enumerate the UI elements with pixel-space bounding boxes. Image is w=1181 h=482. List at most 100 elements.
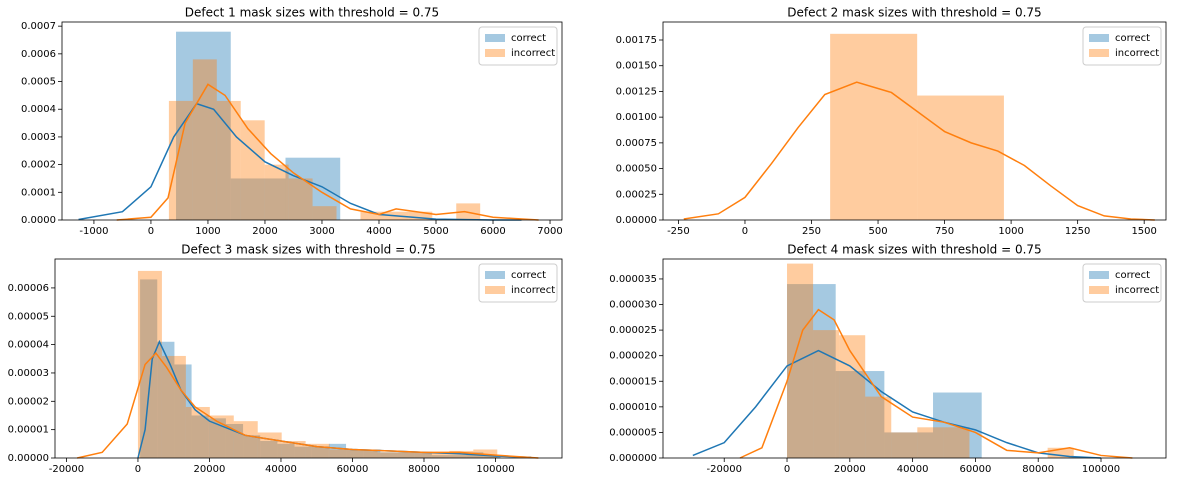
- kde-line: [692, 349, 1102, 459]
- hist-bar: [216, 100, 241, 220]
- legend-box: [478, 263, 558, 303]
- hist-bar: [192, 59, 217, 221]
- y-tick-label: 0.000015: [609, 376, 657, 387]
- x-tick-label: 2000: [252, 226, 277, 237]
- kde-line: [116, 83, 539, 221]
- hist-bar: [401, 452, 426, 458]
- y-tick-label: 0.0004: [21, 104, 56, 115]
- hist-bar: [449, 455, 467, 458]
- legend-swatch: [1089, 49, 1109, 57]
- hist-bar: [208, 418, 226, 458]
- kde-line: [78, 102, 522, 221]
- subplot: Defect 4 mask sizes with threshold = 0.7…: [609, 243, 1167, 475]
- y-tick-label: 0.00050: [616, 164, 657, 175]
- hist-bar: [408, 211, 433, 220]
- y-tick-label: 0.00000: [8, 453, 49, 464]
- legend-swatch: [485, 271, 505, 279]
- hist-bar: [891, 432, 918, 458]
- subplot: Defect 1 mask sizes with threshold = 0.7…: [21, 6, 563, 238]
- hist-bar: [285, 157, 341, 220]
- hist-bar: [943, 427, 970, 458]
- hist-bar: [830, 33, 918, 221]
- chart-title: Defect 2 mask sizes with threshold = 0.7…: [787, 6, 1041, 20]
- subplot: Defect 2 mask sizes with threshold = 0.7…: [616, 6, 1167, 237]
- x-tick-label: 60000: [960, 464, 992, 475]
- hist-bar: [161, 355, 186, 458]
- hist-bar: [346, 449, 364, 458]
- x-tick-label: 60000: [337, 464, 369, 475]
- legend-label: correct: [511, 270, 546, 281]
- hist-bar: [288, 178, 313, 220]
- y-tick-label: 0.00000: [616, 215, 657, 226]
- hist-bar: [264, 164, 289, 220]
- hist-bar: [813, 330, 840, 458]
- y-tick-label: 0.000025: [609, 325, 657, 336]
- x-tick-label: 40000: [897, 464, 929, 475]
- hist-bar: [185, 406, 210, 458]
- hist-bar: [377, 452, 402, 458]
- plot-area: [78, 31, 539, 221]
- y-tick-label: 0.00001: [8, 425, 49, 436]
- x-tick-label: -250: [667, 226, 690, 237]
- x-tick-label: 4000: [366, 226, 391, 237]
- hist-bar: [483, 455, 501, 458]
- hist-bar: [209, 415, 234, 458]
- hist-bar: [360, 211, 385, 220]
- hist-bar: [865, 396, 892, 458]
- x-tick-label: 3000: [309, 226, 334, 237]
- y-tick-label: 0.0005: [21, 77, 56, 88]
- y-tick-label: 0.000005: [609, 427, 657, 438]
- x-tick-label: 750: [935, 226, 954, 237]
- y-tick-label: 0.00125: [616, 86, 657, 97]
- y-tick-label: 0.00002: [8, 396, 49, 407]
- legend-label: incorrect: [1115, 48, 1159, 59]
- hist-bar: [431, 455, 450, 458]
- chart-title: Defect 1 mask sizes with threshold = 0.7…: [185, 6, 439, 20]
- axes-frame: [61, 21, 563, 221]
- hist-bar: [243, 435, 261, 458]
- hist-bar: [329, 449, 354, 458]
- y-tick-label: 0.000000: [609, 453, 657, 464]
- x-tick-label: 80000: [1022, 464, 1054, 475]
- legend-label: incorrect: [511, 48, 555, 59]
- subplot: Defect 3 mask sizes with threshold = 0.7…: [8, 243, 563, 475]
- hist-bar: [140, 279, 158, 458]
- axes-frame: [662, 258, 1167, 459]
- y-tick-label: 0.00003: [8, 368, 49, 379]
- x-tick-label: -20000: [707, 464, 742, 475]
- hist-bar: [425, 452, 450, 458]
- hist-bar: [281, 440, 306, 458]
- x-tick-label: 250: [802, 226, 821, 237]
- kde-line: [77, 351, 539, 459]
- hist-bar: [380, 452, 398, 458]
- hist-bar: [1047, 447, 1074, 458]
- legend-box: [1082, 263, 1162, 303]
- hist-bar: [363, 449, 381, 458]
- axes-frame: [54, 258, 563, 459]
- x-tick-label: 1250: [1065, 226, 1090, 237]
- hist-bar: [787, 263, 814, 458]
- x-tick-label: 0: [784, 464, 790, 475]
- y-tick-label: 0.000030: [609, 300, 657, 311]
- hist-bar: [397, 452, 415, 458]
- y-tick-label: 0.00006: [8, 283, 49, 294]
- legend-box: [1082, 26, 1162, 66]
- hist-bar: [230, 178, 286, 220]
- y-tick-label: 0.000035: [609, 274, 657, 285]
- y-tick-label: 0.0003: [21, 132, 56, 143]
- x-tick-label: 20000: [834, 464, 866, 475]
- hist-bar: [157, 341, 175, 458]
- legend-label: correct: [1115, 33, 1150, 44]
- y-tick-label: 0.0006: [21, 49, 56, 60]
- legend-label: correct: [1115, 270, 1150, 281]
- chart-title: Defect 4 mask sizes with threshold = 0.7…: [787, 243, 1041, 257]
- legend-swatch: [1089, 286, 1109, 294]
- y-tick-label: 0.00005: [8, 311, 49, 322]
- axes-frame: [662, 21, 1167, 221]
- plot-area: [692, 263, 1133, 459]
- x-tick-label: 1000: [195, 226, 220, 237]
- hist-bar: [233, 421, 258, 458]
- legend-swatch: [1089, 271, 1109, 279]
- x-tick-label: 80000: [408, 464, 440, 475]
